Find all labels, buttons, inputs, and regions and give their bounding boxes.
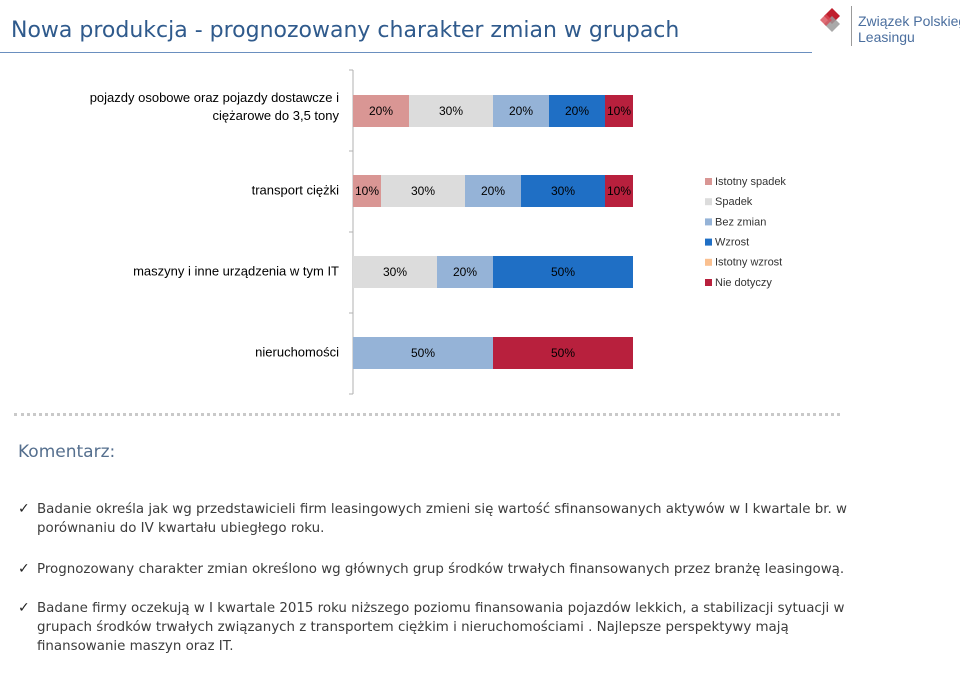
comment-bullet: ✓ Badanie określa jak wg przedstawicieli … [18,500,848,538]
data-label: 20% [509,104,533,118]
legend-swatch [705,218,712,226]
comment-text: Badanie określa jak wg przedstawicieli f… [37,502,847,536]
comment-text: Prognozowany charakter zmian określono w… [37,562,845,577]
data-label: 20% [565,104,589,118]
legend-item: Istotny wzrost [715,257,782,269]
bar-segment [409,95,493,127]
bar-segment [493,337,633,369]
data-label: 20% [369,104,393,118]
legend-swatch [705,178,712,185]
legend-item: Wzrost [715,237,749,249]
data-label: 30% [383,265,407,279]
data-label: 50% [551,346,575,360]
comment-text: Badane firmy oczekują w I kwartale 2015 … [37,601,845,654]
comment-list: ✓ Badanie określa jak wg przedstawicieli … [18,500,848,678]
checkmark-icon: ✓ [18,561,30,577]
legend-swatch [705,279,712,286]
stacked-bar-chart: pojazdy osobowe oraz pojazdy dostawcze i… [90,69,786,395]
data-label: 20% [481,184,505,198]
data-label: 20% [453,265,477,279]
bar-segment [353,95,409,127]
title-divider [0,52,812,53]
data-label: 10% [607,104,631,118]
bar-segment [465,175,521,207]
logo-line-2: Leasingu [858,29,915,45]
category-label: pojazdy osobowe oraz pojazdy dostawcze i… [90,90,340,123]
data-label: 30% [411,184,435,198]
logo-wordmark: Związek Polskiego Leasingu [858,13,960,45]
data-label: 50% [411,346,435,360]
bar-segment [605,175,633,207]
data-label: 50% [551,265,575,279]
logo-mark-icon [820,8,840,32]
bar-segment [493,95,549,127]
comment-bullet: ✓ Prognozowany charakter zmian określono … [18,560,848,579]
bar-segment [353,175,381,207]
bar-segment [521,175,605,207]
data-label: 10% [607,184,631,198]
legend-item: Bez zmian [715,216,766,228]
legend-swatch [705,258,712,266]
legend-swatch [705,198,712,206]
bar-segment [493,256,633,288]
bar-segment [437,256,493,288]
legend-item: Spadek [715,196,753,208]
category-label: transport ciężki [252,182,340,197]
checkmark-icon: ✓ [18,501,30,517]
bar-segment [605,95,633,127]
legend-item: Istotny spadek [715,176,786,188]
bar-segment [353,256,437,288]
data-label: 30% [439,104,463,118]
checkmark-icon: ✓ [18,600,30,616]
zpl-logo [820,6,852,46]
page-title: Nowa produkcja - prognozowany charakter … [11,18,680,43]
bar-segment [549,95,605,127]
bar-segment [353,337,493,369]
data-label: 10% [355,184,379,198]
data-label: 30% [551,184,575,198]
logo-line-1: Związek Polskiego [858,13,960,29]
bar-segment [381,175,465,207]
comment-bullet: ✓ Badane firmy oczekują w I kwartale 2015… [18,599,848,656]
legend-swatch [705,238,712,246]
comment-heading: Komentarz: [18,442,116,462]
section-divider [14,413,840,416]
legend-item: Nie dotyczy [715,277,772,289]
category-label: nieruchomości [255,344,339,359]
category-label: maszyny i inne urządzenia w tym IT [133,263,339,278]
